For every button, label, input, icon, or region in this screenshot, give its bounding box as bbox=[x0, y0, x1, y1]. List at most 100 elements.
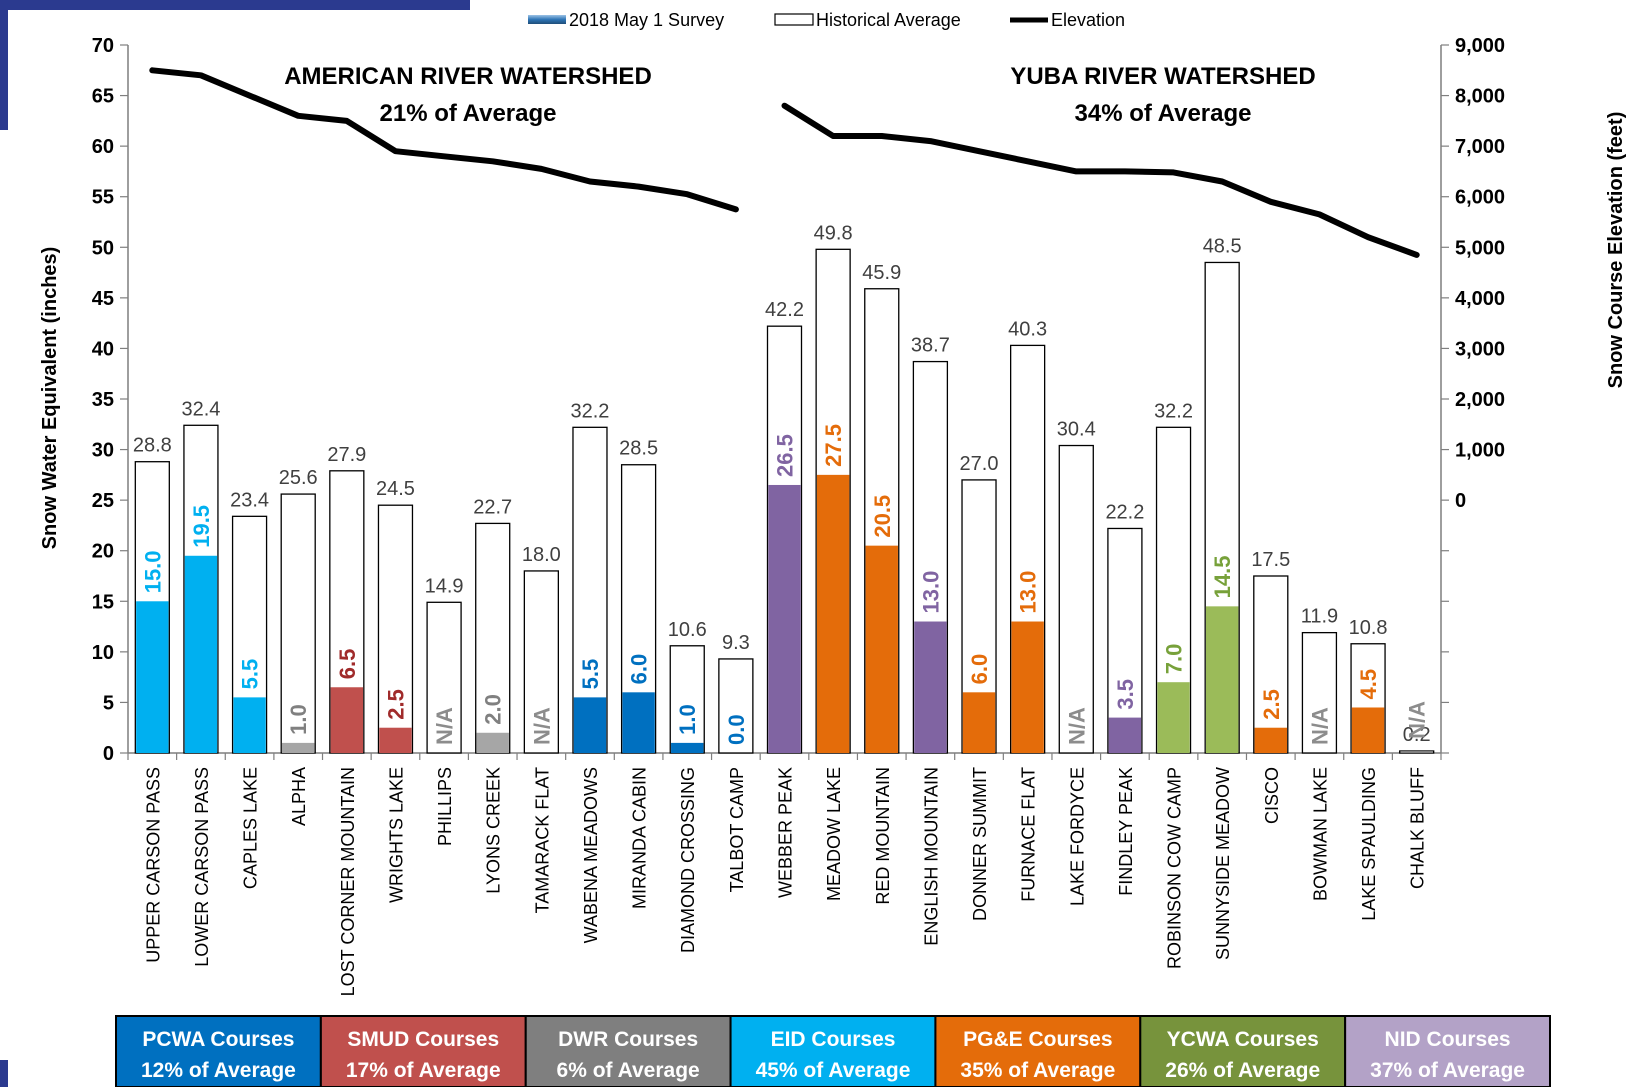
average-bar bbox=[280, 493, 316, 754]
average-bar bbox=[426, 601, 462, 754]
watershed-title: YUBA RIVER WATERSHED bbox=[1010, 63, 1315, 90]
course-name-label: MIRANDA CABIN bbox=[630, 767, 650, 909]
course-name-label: LAKE FORDYCE bbox=[1067, 767, 1087, 906]
course-name-label: CAPLES LAKE bbox=[241, 767, 261, 889]
survey-value-label: 27.5 bbox=[821, 424, 846, 467]
side-decoration bbox=[0, 0, 8, 130]
average-bar bbox=[1301, 631, 1338, 754]
survey-bar bbox=[622, 692, 655, 753]
survey-bar bbox=[282, 742, 315, 753]
survey-value-label: 13.0 bbox=[918, 571, 943, 614]
survey-bar bbox=[1011, 621, 1044, 753]
y-tick-label: 5 bbox=[103, 692, 114, 714]
agency-box bbox=[524, 1015, 732, 1087]
survey-bar bbox=[330, 687, 364, 753]
y-tick-label: 20 bbox=[92, 541, 114, 563]
average-value-label: 14.9 bbox=[425, 575, 464, 597]
course-name-label: BOWMAN LAKE bbox=[1310, 767, 1330, 901]
average-bar bbox=[718, 658, 754, 754]
survey-value-label: 20.5 bbox=[870, 495, 895, 538]
average-bar bbox=[1058, 444, 1094, 754]
course-name-label: TAMARACK FLAT bbox=[532, 767, 552, 913]
survey-value-label: N/A bbox=[1307, 707, 1332, 745]
average-value-label: 28.8 bbox=[133, 435, 172, 457]
y2-tick-label: 7,000 bbox=[1455, 136, 1505, 158]
y-tick-label: 40 bbox=[92, 338, 114, 360]
average-value-label: 9.3 bbox=[722, 632, 750, 654]
course-name-label: LYONS CREEK bbox=[484, 767, 504, 894]
survey-value-label: 1.0 bbox=[675, 704, 700, 735]
survey-value-label: N/A bbox=[529, 707, 554, 745]
y-tick-label: 45 bbox=[92, 288, 114, 310]
course-name-label: MEADOW LAKE bbox=[824, 767, 844, 901]
survey-bar bbox=[816, 474, 850, 753]
average-value-label: 27.9 bbox=[327, 444, 366, 466]
course-name-label: ENGLISH MOUNTAIN bbox=[921, 767, 941, 946]
average-value-label: 25.6 bbox=[279, 467, 318, 489]
survey-bar bbox=[233, 697, 266, 753]
survey-bar bbox=[671, 742, 704, 753]
average-value-label: 22.7 bbox=[473, 496, 512, 518]
course-name-label: FINDLEY PEAK bbox=[1116, 767, 1136, 896]
course-name-label: CHALK BLUFF bbox=[1408, 767, 1428, 889]
y-tick-label: 50 bbox=[92, 237, 114, 259]
average-value-label: 17.5 bbox=[1251, 549, 1290, 571]
survey-bar bbox=[1400, 750, 1433, 753]
survey-value-label: N/A bbox=[1405, 701, 1430, 739]
average-value-label: 40.3 bbox=[1008, 318, 1047, 340]
survey-bar bbox=[476, 732, 509, 753]
y-tick-label: 35 bbox=[92, 389, 114, 411]
agency-box-title: PCWA Courses bbox=[142, 1028, 294, 1051]
y2-tick-label: 3,000 bbox=[1455, 338, 1505, 360]
average-bar bbox=[1253, 575, 1289, 754]
survey-value-label: 2.0 bbox=[481, 694, 506, 725]
agency-box bbox=[1344, 1015, 1551, 1087]
y2-axis-title: Snow Course Elevation (feet) bbox=[1605, 112, 1627, 389]
course-name-label: LAKE SPAULDING bbox=[1359, 767, 1379, 921]
side-decoration-bottom bbox=[0, 1060, 8, 1087]
y-tick-label: 70 bbox=[92, 35, 114, 57]
survey-bar bbox=[962, 692, 996, 753]
average-value-label: 48.5 bbox=[1203, 235, 1242, 257]
course-name-label: FURNACE FLAT bbox=[1019, 767, 1039, 902]
survey-value-label: 6.0 bbox=[627, 654, 652, 685]
average-value-label: 24.5 bbox=[376, 478, 415, 500]
survey-value-label: N/A bbox=[432, 707, 457, 745]
watershed-title: AMERICAN RIVER WATERSHED bbox=[284, 63, 652, 90]
course-name-label: LOST CORNER MOUNTAIN bbox=[338, 767, 358, 996]
agency-box-percent: 45% of Average bbox=[756, 1059, 911, 1082]
average-bar bbox=[523, 570, 560, 754]
average-value-label: 42.2 bbox=[765, 299, 804, 321]
average-value-label: 49.8 bbox=[814, 222, 853, 244]
survey-value-label: 5.5 bbox=[238, 659, 263, 690]
average-value-label: 23.4 bbox=[230, 489, 269, 511]
average-value-label: 0.2 bbox=[1403, 724, 1431, 746]
course-name-label: TALBOT CAMP bbox=[727, 767, 747, 892]
agency-box-title: EID Courses bbox=[771, 1028, 896, 1051]
survey-value-label: 5.5 bbox=[578, 659, 603, 690]
average-bar bbox=[1107, 527, 1143, 754]
survey-bar bbox=[1157, 682, 1190, 753]
course-name-label: WEBBER PEAK bbox=[776, 767, 796, 898]
average-value-label: 32.2 bbox=[571, 400, 610, 422]
elevation-line bbox=[149, 67, 739, 213]
survey-value-label: 3.5 bbox=[1113, 679, 1138, 710]
corner-decoration bbox=[0, 0, 470, 10]
survey-value-label: 15.0 bbox=[140, 550, 165, 593]
agency-box-percent: 12% of Average bbox=[141, 1059, 296, 1082]
average-bar bbox=[669, 645, 705, 754]
survey-bar bbox=[865, 545, 898, 753]
agency-box-title: PG&E Courses bbox=[963, 1028, 1112, 1051]
survey-bar bbox=[768, 484, 801, 753]
average-value-label: 32.4 bbox=[181, 398, 220, 420]
y2-tick-label: 8,000 bbox=[1455, 86, 1505, 108]
elevation-line bbox=[781, 102, 1420, 258]
y2-tick-label: 4,000 bbox=[1455, 288, 1505, 310]
agency-box bbox=[1139, 1015, 1347, 1087]
legend-label: Historical Average bbox=[816, 10, 961, 30]
average-value-label: 30.4 bbox=[1057, 419, 1096, 441]
survey-bar bbox=[1254, 727, 1287, 753]
course-name-label: ALPHA bbox=[289, 767, 309, 826]
chart-text: 28.8 15.0 UPPER CARSON PASS 32.4 19.5 LOWER C… bbox=[133, 63, 1431, 996]
course-name-label: UPPER CARSON PASS bbox=[143, 767, 163, 963]
